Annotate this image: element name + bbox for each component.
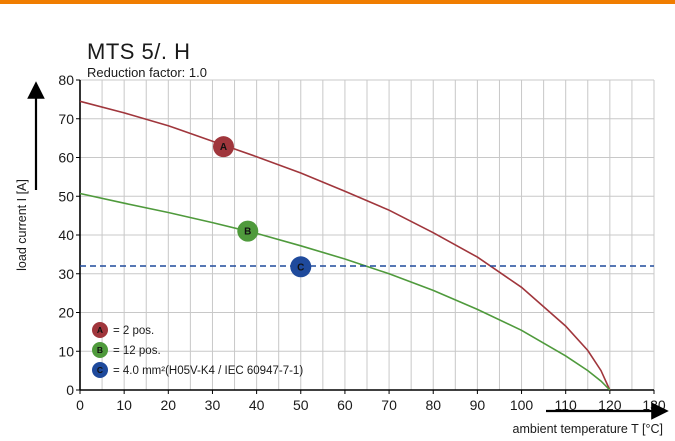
series-marker-b-circle [237, 220, 259, 242]
y-tick-label: 70 [58, 111, 74, 127]
x-tick-label: 60 [337, 397, 353, 413]
y-tick-label: 0 [66, 382, 74, 398]
grid [80, 79, 655, 390]
series-marker-b-label: B [244, 227, 251, 238]
y-tick-label: 10 [58, 343, 74, 359]
top-accent-rule [0, 0, 675, 4]
tick-labels: 0 10 20 30 40 50 60 70 80 0 10 20 30 40 50 60 70 80 90 100 1… [58, 72, 665, 413]
x-tick-label: 100 [510, 397, 534, 413]
x-tick-label: 50 [293, 397, 309, 413]
legend-marker-b-label: B [97, 345, 103, 355]
series-marker-a: A [213, 136, 234, 158]
x-tick-label: 10 [116, 397, 132, 413]
x-tick-label: 40 [249, 397, 265, 413]
y-tick-label: 20 [58, 305, 74, 321]
legend-marker-a-label: A [97, 325, 103, 335]
x-tick-label: 0 [76, 397, 84, 413]
series-marker-c-label: C [297, 262, 304, 273]
x-tick-label: 120 [598, 397, 622, 413]
series-line-a [79, 100, 611, 391]
series-markers: A B C [213, 136, 312, 278]
legend-marker-c-label: C [97, 365, 103, 375]
x-tick-label: 70 [381, 397, 397, 413]
x-tick-label: 30 [205, 397, 221, 413]
legend-marker-a: A [92, 322, 108, 338]
series-marker-b: B [237, 220, 259, 242]
legend-marker-b-circle [92, 342, 108, 358]
x-tick-label: 90 [470, 397, 486, 413]
series-marker-c: C [290, 256, 312, 278]
legend-text-a: = 2 pos. [113, 325, 154, 337]
x-tick-label: 20 [161, 397, 177, 413]
series-marker-a-label: A [220, 142, 227, 153]
legend-text-b: = 12 pos. [113, 345, 161, 357]
series-marker-a-circle [213, 136, 234, 158]
x-tick-label: 80 [425, 397, 441, 413]
y-tick-label: 80 [58, 72, 74, 88]
x-axis-label: ambient temperature T [°C] [512, 422, 663, 436]
chart-title: MTS 5/. H [87, 39, 191, 64]
series-marker-c-circle [290, 256, 312, 278]
series-lines [79, 100, 654, 391]
series-line-b [79, 192, 611, 391]
y-tick-label: 60 [58, 150, 74, 166]
legend-marker-a-circle [92, 322, 108, 338]
y-tick-label: 40 [58, 227, 74, 243]
x-tick-label: 110 [555, 397, 578, 413]
y-tick-label: 50 [58, 188, 74, 204]
legend: A = 2 pos. B = 12 pos. C = 4.0 mm²(H05V-K4 / … [92, 322, 303, 378]
legend-marker-c: C [92, 362, 108, 378]
axis-arrows [27, 81, 669, 420]
legend-marker-c-circle [92, 362, 108, 378]
y-tick-label: 30 [58, 266, 74, 282]
legend-text-c: = 4.0 mm²(H05V-K4 / IEC 60947-7-1) [113, 365, 303, 377]
chart-subtitle: Reduction factor: 1.0 [87, 65, 207, 80]
legend-marker-b: B [92, 342, 108, 358]
